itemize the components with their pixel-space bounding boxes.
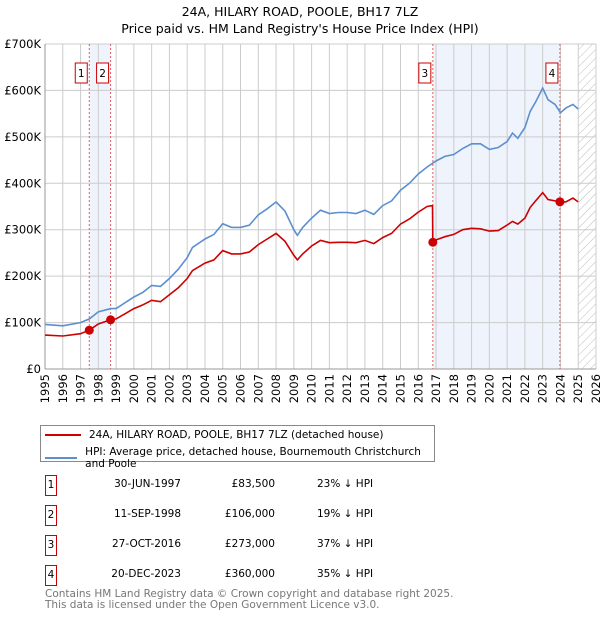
- x-tick-label: 1995: [38, 374, 52, 403]
- chart-subtitle: Price paid vs. HM Land Registry's House …: [121, 21, 479, 36]
- x-tick-label: 2025: [571, 374, 585, 403]
- sale-number: 2: [45, 505, 57, 526]
- sale-label-box: [74, 62, 88, 84]
- x-tick-label: 2022: [518, 374, 532, 403]
- x-tick-label: 2019: [465, 374, 479, 403]
- legend-swatch-hpi: [45, 457, 78, 459]
- sale-hpi-diff: 23% ↓ HPI: [317, 478, 374, 490]
- x-tick-label: 2009: [287, 374, 301, 403]
- x-tick-label: 2026: [589, 374, 600, 403]
- sale-date: 30-JUN-1997: [114, 478, 181, 490]
- sale-price: £83,500: [231, 478, 275, 490]
- legend: 24A, HILARY ROAD, POOLE, BH17 7LZ (detac…: [40, 425, 435, 470]
- x-tick-label: 1997: [74, 374, 88, 403]
- sale-row: 3 27-OCT-2016 £273,000 37% ↓ HPI: [45, 535, 405, 557]
- x-tick-label: 2000: [127, 374, 141, 403]
- sale-hpi-diff: 37% ↓ HPI: [317, 538, 374, 550]
- sale-point: [555, 197, 565, 207]
- price-chart: 1995 1996 1997 1998 1999 2000 2001 2002 2003 2004…: [4, 37, 600, 403]
- footer-copyright: Contains HM Land Registry data © Crown c…: [45, 588, 454, 600]
- y-tick-label: £500K: [4, 130, 41, 144]
- shaded-period: [89, 44, 111, 369]
- sale-row: 4 20-DEC-2023 £360,000 35% ↓ HPI: [45, 565, 405, 587]
- x-tick-label: 2001: [145, 374, 159, 403]
- legend-swatch-property: [45, 434, 81, 436]
- sale-row: 1 30-JUN-1997 £83,500 23% ↓ HPI: [45, 475, 405, 497]
- y-tick-label: £600K: [4, 83, 41, 97]
- sale-label: 1: [78, 68, 85, 80]
- x-tick-label: 2018: [447, 374, 461, 403]
- legend-label-hpi: HPI: Average price, detached house, Bour…: [85, 446, 421, 470]
- y-tick-label: £200K: [4, 269, 41, 283]
- legend-item-property: 24A, HILARY ROAD, POOLE, BH17 7LZ (detac…: [45, 429, 383, 441]
- hpi-line: [44, 86, 579, 327]
- x-tick-label: 1999: [109, 374, 123, 403]
- x-tick-label: 2014: [376, 374, 390, 403]
- sale-hpi-diff: 35% ↓ HPI: [317, 568, 374, 580]
- sale-price: £106,000: [224, 508, 275, 520]
- property-price-line: [44, 191, 579, 337]
- x-tick-label: 2013: [358, 374, 372, 403]
- sale-number: 1: [45, 475, 57, 496]
- x-tick-label: 1996: [56, 374, 70, 403]
- x-tick-label: 2016: [411, 374, 425, 403]
- x-tick-label: 2003: [180, 374, 194, 403]
- x-tick-label: 2021: [500, 374, 514, 403]
- chart-title: 24A, HILARY ROAD, POOLE, BH17 7LZ: [181, 4, 419, 19]
- x-tick-label: 2023: [536, 374, 550, 403]
- sale-label-box: [418, 62, 432, 84]
- x-tick-label: 2002: [162, 374, 176, 403]
- x-tick-label: 2007: [251, 374, 265, 403]
- legend-label-property: 24A, HILARY ROAD, POOLE, BH17 7LZ (detac…: [89, 429, 384, 441]
- sale-label-box: [96, 62, 110, 84]
- footer: Contains HM Land Registry data © Crown c…: [45, 589, 453, 611]
- y-tick-label: £400K: [4, 176, 41, 190]
- sale-label: 3: [421, 68, 428, 80]
- sale-date: 11-SEP-1998: [113, 508, 181, 520]
- y-tick-label: £100K: [4, 316, 41, 330]
- sale-date: 27-OCT-2016: [112, 538, 181, 550]
- x-tick-label: 2010: [305, 374, 319, 403]
- y-tick-label: £300K: [4, 223, 41, 237]
- sale-price: £273,000: [224, 538, 275, 550]
- x-tick-label: 2006: [234, 374, 248, 403]
- sale-point: [106, 315, 116, 325]
- y-tick-label: £700K: [4, 37, 41, 51]
- x-tick-label: 2008: [269, 374, 283, 403]
- footer-licence: This data is licensed under the Open Gov…: [45, 599, 380, 611]
- x-tick-label: 2020: [482, 374, 496, 403]
- x-tick-label: 2015: [393, 374, 407, 403]
- sale-point: [428, 237, 438, 247]
- x-tick-label: 2011: [322, 374, 336, 403]
- sale-row: 2 11-SEP-1998 £106,000 19% ↓ HPI: [45, 505, 405, 527]
- sale-price: £360,000: [224, 568, 275, 580]
- sale-label-box: [545, 62, 559, 84]
- sale-number: 4: [45, 565, 57, 586]
- sale-hpi-diff: 19% ↓ HPI: [317, 508, 374, 520]
- sale-label: 4: [549, 68, 556, 80]
- x-tick-label: 2024: [553, 374, 567, 403]
- x-tick-label: 2017: [429, 374, 443, 403]
- sale-date: 20-DEC-2023: [111, 568, 181, 580]
- x-tick-label: 2004: [198, 374, 212, 403]
- forecast-hatch: [578, 44, 596, 369]
- x-tick-label: 1998: [91, 374, 105, 403]
- legend-item-hpi: HPI: Average price, detached house, Bour…: [45, 446, 434, 470]
- x-tick-label: 2012: [340, 374, 354, 403]
- sale-number: 3: [45, 535, 57, 556]
- sale-point: [84, 325, 94, 335]
- y-tick-label: £0: [26, 362, 41, 376]
- sale-label: 2: [99, 68, 106, 80]
- x-tick-label: 2005: [216, 374, 230, 403]
